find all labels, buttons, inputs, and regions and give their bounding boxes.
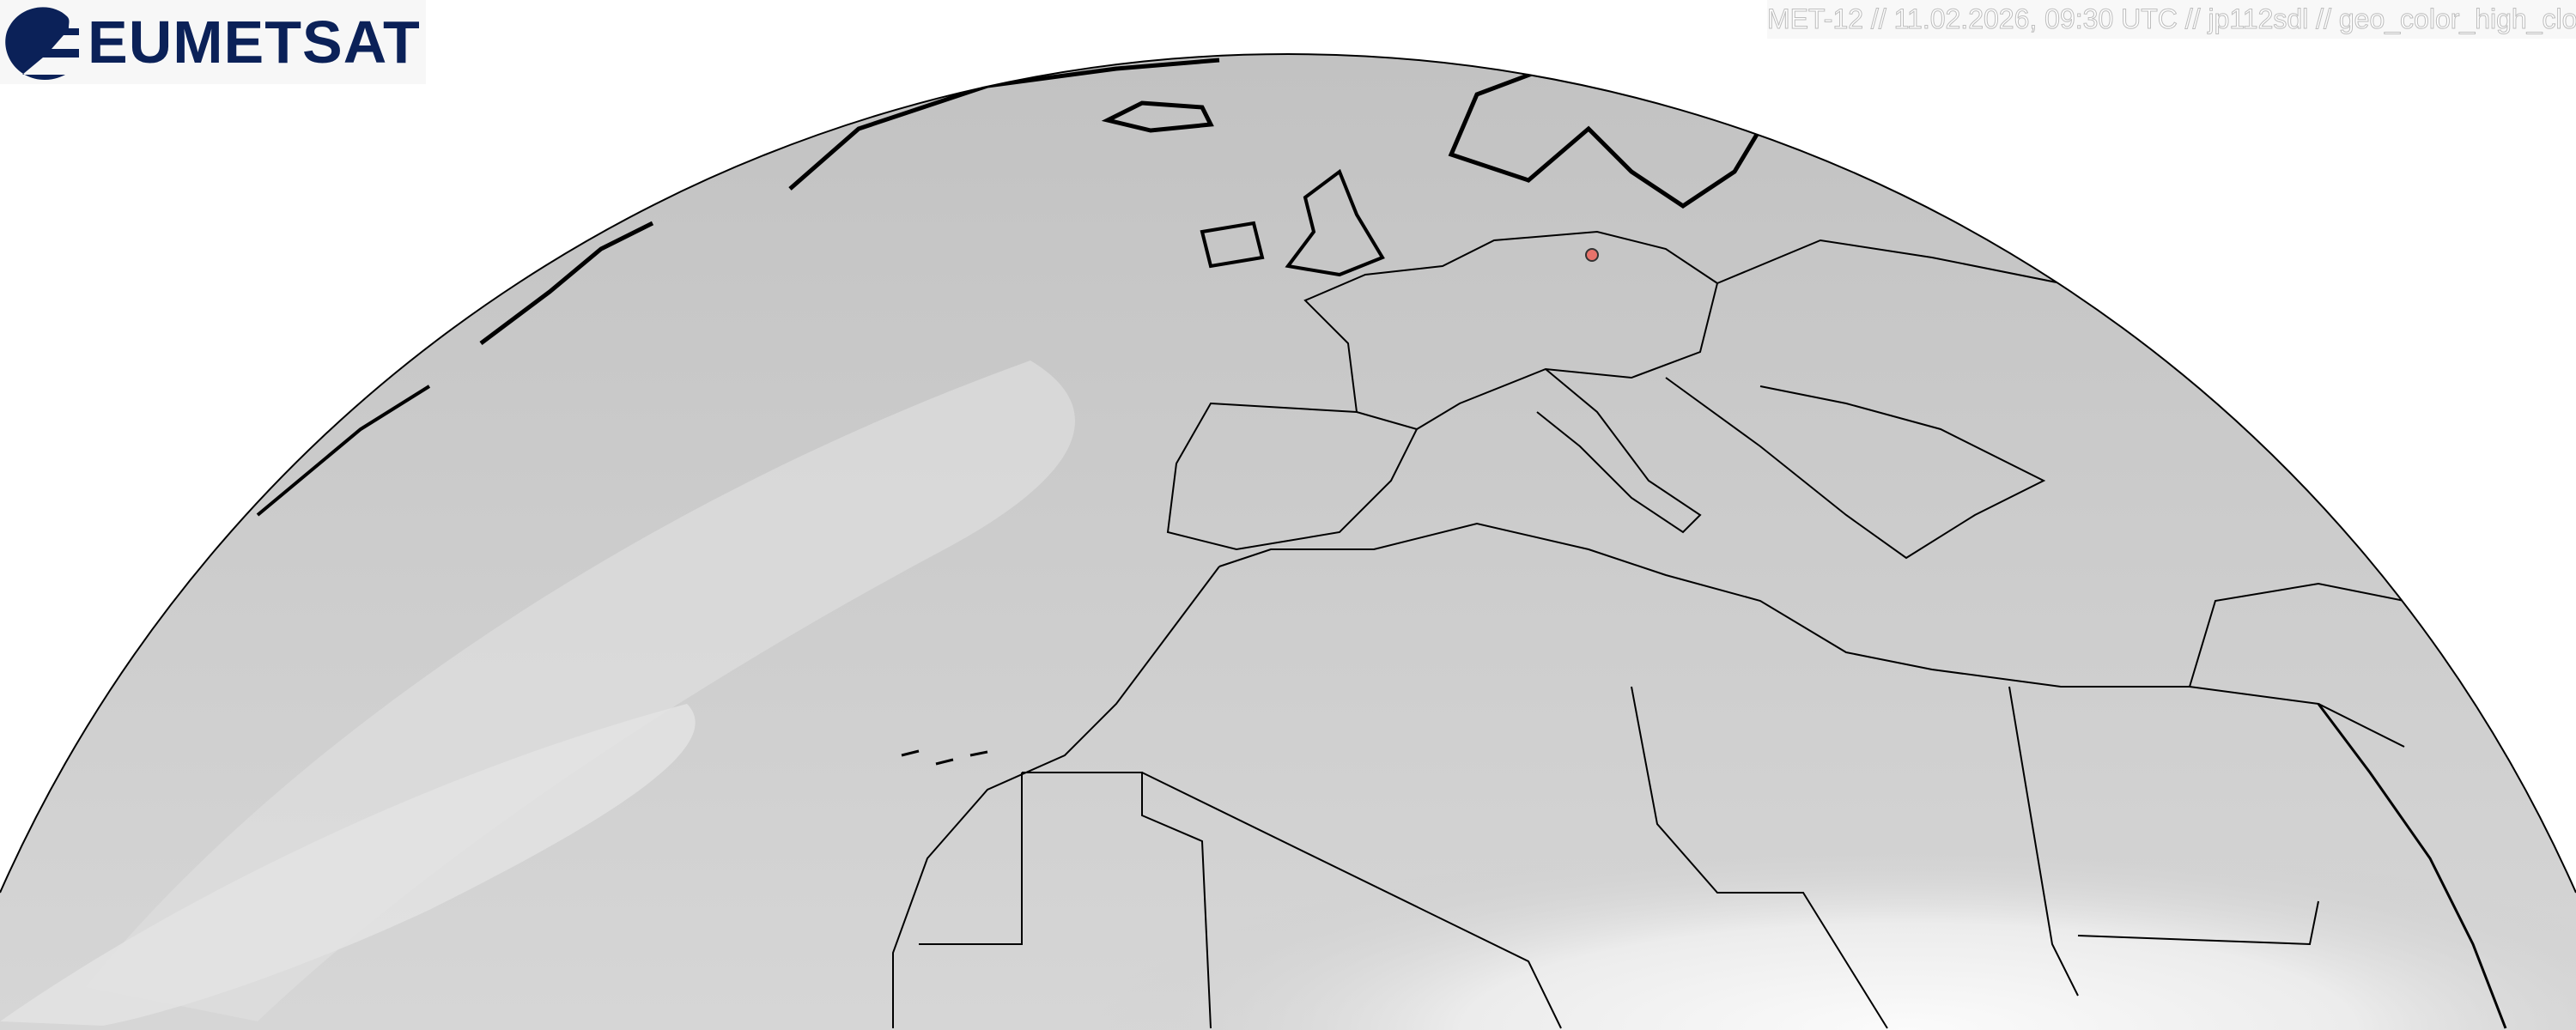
caption-text: MET-12 // 11.02.2026, 09:30 UTC // jp112…	[1767, 3, 2576, 35]
eumetsat-emblem-icon	[5, 7, 79, 80]
logo-text: EUMETSAT	[88, 9, 421, 76]
eumetsat-logo: EUMETSAT	[0, 0, 426, 84]
image-caption: MET-12 // 11.02.2026, 09:30 UTC // jp112…	[1767, 0, 2576, 39]
cloud-band	[0, 704, 696, 1026]
desert-area	[773, 601, 2576, 1030]
earth-limb	[0, 53, 2576, 894]
location-dot-icon[interactable]	[1585, 248, 1599, 262]
